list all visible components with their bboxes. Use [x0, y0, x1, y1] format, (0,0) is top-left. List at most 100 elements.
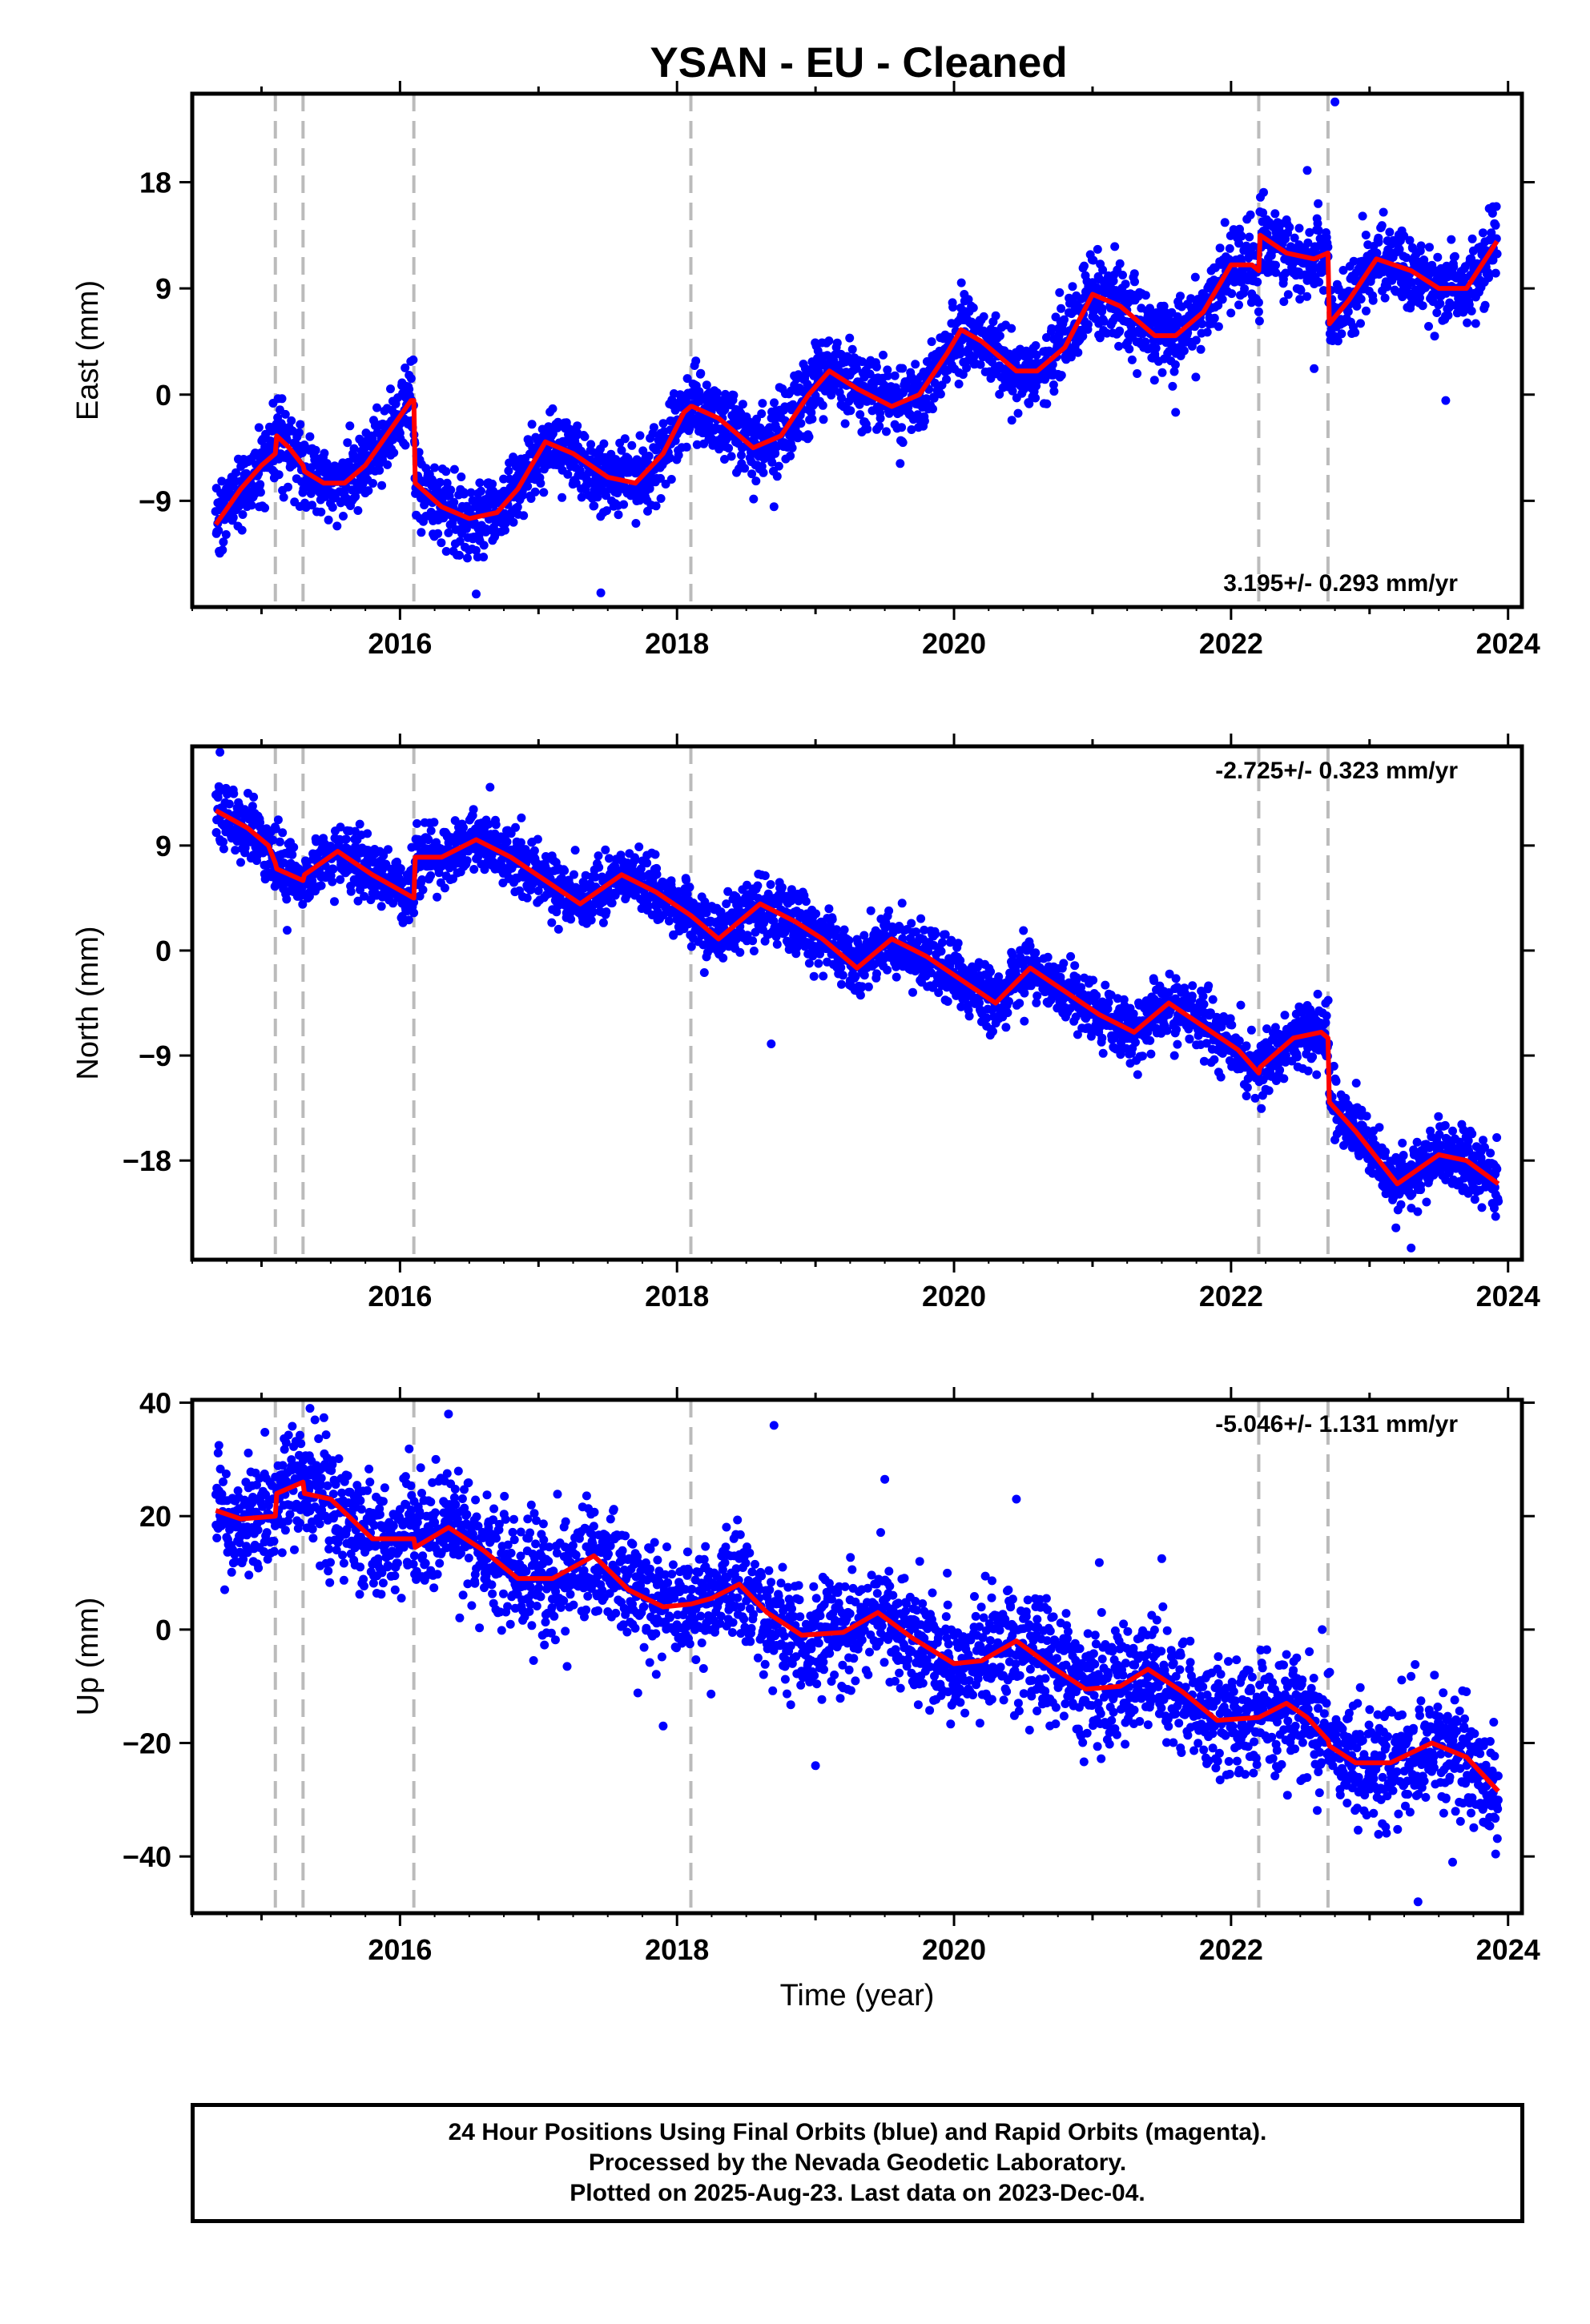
north-point — [586, 915, 596, 925]
east-point — [219, 537, 228, 547]
north-point — [682, 875, 691, 885]
east-point — [1484, 273, 1493, 283]
east-point — [1471, 319, 1480, 328]
east-point — [455, 550, 464, 560]
east-point — [666, 475, 676, 484]
east-xtick-label: 2024 — [1476, 627, 1540, 660]
east-point — [1362, 306, 1371, 316]
east-point — [1196, 344, 1206, 354]
east-point — [1049, 387, 1059, 396]
north-point — [605, 854, 614, 863]
north-point — [560, 866, 570, 875]
east-point — [539, 488, 549, 497]
east-point — [796, 419, 806, 428]
north-point — [429, 818, 439, 827]
east-point — [1314, 226, 1323, 235]
east-point — [824, 336, 834, 346]
east-point — [651, 501, 661, 511]
north-point — [351, 842, 360, 851]
east-point — [840, 419, 850, 428]
east-point — [644, 452, 654, 460]
north-point — [219, 837, 228, 846]
east-point — [927, 337, 936, 347]
east-point — [389, 448, 399, 457]
east-point — [1129, 269, 1139, 279]
east-outlier-point — [1330, 97, 1340, 107]
east-point — [1032, 350, 1041, 360]
east-outlier-point — [769, 502, 779, 512]
north-point — [502, 837, 512, 846]
east-point — [1296, 286, 1306, 296]
east-point — [995, 331, 1004, 340]
east-point — [279, 493, 288, 502]
east-ylabel: East (mm) — [71, 280, 105, 420]
east-points — [211, 97, 1502, 599]
east-point — [740, 464, 750, 473]
north-point — [801, 897, 811, 907]
east-point — [446, 485, 456, 495]
east-point — [1089, 255, 1098, 265]
east-point — [658, 419, 668, 428]
east-point — [526, 494, 536, 503]
east-point — [871, 362, 881, 372]
east-point — [1202, 328, 1212, 337]
east-point — [1176, 292, 1185, 301]
north-point — [943, 997, 952, 1006]
east-point — [256, 480, 265, 489]
east-point — [617, 445, 626, 455]
north-point — [248, 802, 257, 811]
east-point — [1254, 316, 1264, 326]
north-point — [685, 883, 694, 892]
east-point — [1220, 218, 1230, 227]
north-point — [283, 926, 292, 935]
east-point — [1374, 238, 1383, 247]
north-point — [363, 829, 372, 838]
east-point — [995, 389, 1004, 399]
north-point — [271, 824, 280, 834]
north-point — [686, 942, 696, 951]
east-point — [1480, 300, 1490, 310]
north-point — [956, 955, 965, 965]
east-point — [247, 501, 256, 510]
east-point — [580, 432, 590, 441]
east-point — [1361, 231, 1371, 239]
east-point — [1285, 223, 1294, 232]
east-point — [1110, 242, 1120, 251]
east-point — [936, 389, 945, 399]
north-point — [751, 927, 760, 937]
east-point — [976, 360, 985, 369]
east-point — [294, 428, 304, 437]
east-point — [720, 455, 729, 464]
north-point — [229, 789, 239, 798]
north-point — [440, 883, 449, 893]
east-point — [504, 466, 513, 476]
north-point — [936, 947, 946, 956]
east-point — [1055, 287, 1065, 297]
east-point — [527, 420, 537, 429]
north-point — [931, 929, 940, 939]
east-point — [1343, 307, 1353, 316]
east-point — [837, 393, 846, 403]
east-point — [590, 501, 599, 511]
east-point — [461, 524, 471, 533]
east-point — [383, 460, 392, 469]
east-point — [274, 470, 284, 480]
north-point — [870, 959, 880, 969]
north-point — [824, 904, 834, 914]
east-point — [1271, 260, 1280, 270]
east-point — [218, 545, 227, 555]
east-point — [563, 469, 573, 479]
east-point — [1214, 322, 1223, 332]
north-point — [376, 902, 386, 911]
east-point — [771, 448, 780, 458]
north-point — [312, 837, 321, 846]
east-point — [1151, 344, 1161, 353]
east-point — [767, 457, 777, 467]
east-point — [1433, 252, 1443, 262]
east-point — [1491, 220, 1500, 230]
east-point — [1253, 277, 1262, 287]
north-point — [916, 914, 926, 923]
east-point — [890, 371, 900, 380]
